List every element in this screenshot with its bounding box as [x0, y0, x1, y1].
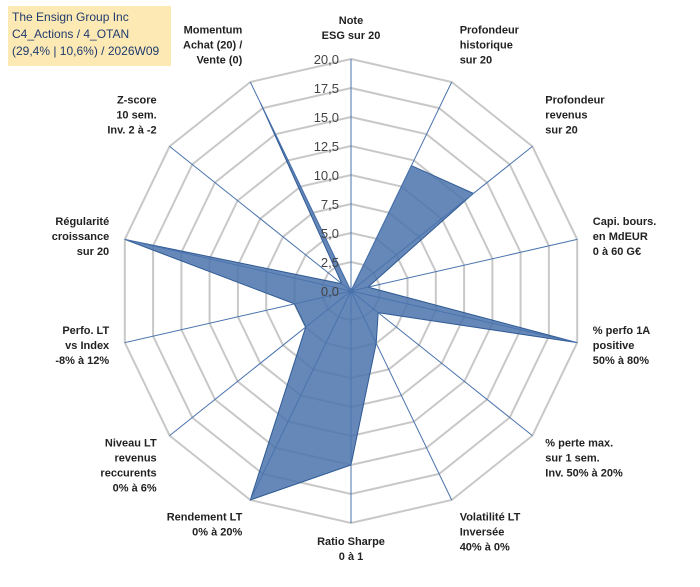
axis-spoke	[124, 238, 352, 292]
axis-label-11: Perfo. LT vs Index -8% à 12%	[55, 325, 110, 367]
axis-label-line: sur 20	[460, 54, 492, 66]
axis-spoke	[169, 290, 352, 436]
axis-spoke	[350, 290, 453, 501]
axis-label-line: 0% à 20%	[192, 527, 242, 539]
radial-tick-label: 7,5	[321, 197, 339, 212]
axis-label-line: Z-score	[117, 95, 157, 107]
radial-tick-label: 0,0	[321, 284, 339, 299]
axis-spoke	[169, 146, 352, 292]
chart-title-box: The Ensign Group Inc C4_Actions / 4_OTAN…	[8, 6, 171, 66]
axis-label-line: revenus	[114, 452, 156, 464]
axis-label-2: Profondeur historique sur 20	[460, 24, 520, 66]
axis-spoke	[350, 290, 533, 436]
axis-label-line: Capi. bours.	[593, 216, 657, 228]
axis-label-9: Rendement LT 0% à 20%	[167, 512, 243, 539]
title-line-1: The Ensign Group Inc	[12, 10, 129, 24]
axis-label-line: ESG sur 20	[322, 30, 381, 42]
axis-spoke	[249, 290, 352, 501]
axis-label-8: Ratio Sharpe 0 à 1	[317, 536, 385, 563]
axis-label-7: Volatilité LT Inversée 40% à 0%	[460, 512, 521, 554]
axis-label-line: Achat (20) /	[183, 39, 242, 51]
axis-label-line: sur 20	[545, 125, 577, 137]
axis-label-3: Profondeur revenus sur 20	[545, 95, 605, 137]
axis-label-line: Niveau LT	[105, 437, 157, 449]
axis-label-line: positive	[593, 340, 635, 352]
axis-label-line: -8% à 12%	[55, 355, 109, 367]
radial-tick-label: 17,5	[314, 81, 339, 96]
radial-tick-label: 12,5	[314, 139, 339, 154]
axis-label-line: sur 1 sem.	[545, 452, 599, 464]
axis-label-line: Profondeur	[460, 24, 520, 36]
axis-label-line: Note	[339, 15, 363, 27]
axis-label-4: Capi. bours. en MdEUR 0 à 60 G€	[593, 216, 657, 258]
axis-label-12: Régularité croissance sur 20	[52, 216, 109, 258]
axis-label-line: reccurents	[100, 467, 156, 479]
axis-label-line: croissance	[52, 231, 109, 243]
axis-label-line: Inv. 2 à -2	[107, 125, 156, 137]
axis-label-line: Volatilité LT	[460, 512, 521, 524]
axis-label-line: Inversée	[460, 527, 505, 539]
axis-spoke	[350, 81, 453, 292]
axis-label-line: Profondeur	[545, 95, 605, 107]
axis-label-line: 0% à 6%	[113, 482, 157, 494]
radial-tick-label: 20,0	[314, 52, 339, 67]
axis-spoke	[124, 290, 352, 344]
title-line-2: C4_Actions / 4_OTAN	[12, 27, 130, 41]
axis-label-line: 40% à 0%	[460, 542, 510, 554]
axis-label-14: Momentum Achat (20) / Vente (0)	[183, 24, 243, 66]
axis-label-line: Inv. 50% à 20%	[545, 467, 623, 479]
axis-label-line: historique	[460, 39, 513, 51]
axis-label-line: sur 20	[77, 246, 109, 258]
axis-label-13: Z-score 10 sem. Inv. 2 à -2	[107, 95, 156, 137]
axis-spoke	[350, 238, 578, 292]
axis-label-line: en MdEUR	[593, 231, 648, 243]
radial-tick-label: 10,0	[314, 168, 339, 183]
radial-tick-label: 5,0	[321, 226, 339, 241]
axis-label-line: 50% à 80%	[593, 355, 649, 367]
axis-label-line: Perfo. LT	[62, 325, 109, 337]
axis-label-line: 0 à 1	[339, 551, 363, 563]
axis-label-line: % perfo 1A	[593, 325, 651, 337]
axis-label-line: Régularité	[55, 216, 109, 228]
axis-label-line: Vente (0)	[196, 54, 242, 66]
axis-label-line: Ratio Sharpe	[317, 536, 385, 548]
axis-label-line: vs Index	[65, 340, 110, 352]
axis-spoke	[350, 290, 578, 344]
axis-spoke	[350, 146, 533, 292]
axis-label-6: % perte max. sur 1 sem. Inv. 50% à 20%	[545, 437, 623, 479]
axis-label-line: 0 à 60 G€	[593, 246, 641, 258]
axis-label-1: Note ESG sur 20	[322, 15, 381, 42]
axis-label-line: 10 sem.	[116, 110, 156, 122]
axis-label-line: Rendement LT	[167, 512, 243, 524]
radial-tick-label: 2,5	[321, 255, 339, 270]
axis-label-line: Momentum	[184, 24, 243, 36]
radial-tick-label: 15,0	[314, 110, 339, 125]
axis-spoke	[249, 81, 352, 292]
axis-label-line: % perte max.	[545, 437, 613, 449]
axis-label-10: Niveau LT revenus reccurents 0% à 6%	[100, 437, 157, 494]
title-line-3: (29,4% | 10,6%) / 2026W09	[12, 44, 160, 58]
axis-label-line: revenus	[545, 110, 587, 122]
axis-label-5: % perfo 1A positive 50% à 80%	[593, 325, 651, 367]
